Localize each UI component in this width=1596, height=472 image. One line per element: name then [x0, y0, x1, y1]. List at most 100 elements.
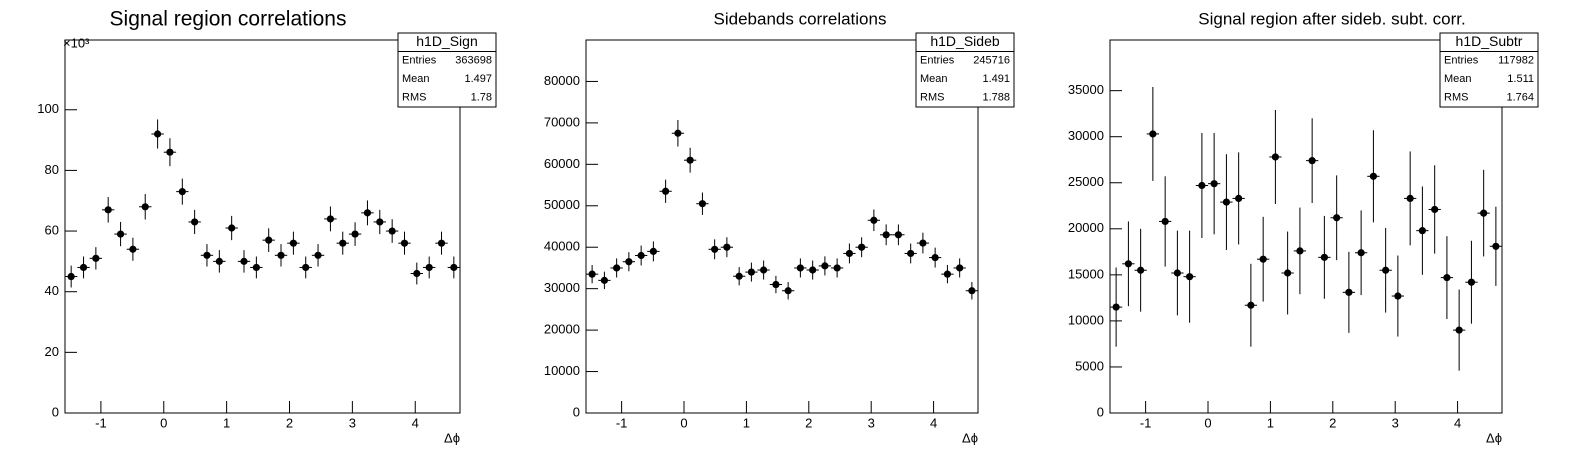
marker [67, 272, 75, 281]
pad: Sidebands correlations010000200003000040… [544, 9, 1015, 445]
stats-label: Entries [402, 55, 437, 67]
marker [1210, 180, 1218, 188]
marker [1112, 303, 1120, 311]
x-tick-label: 1 [223, 415, 230, 430]
marker [1247, 301, 1255, 309]
x-tick-label: 2 [805, 415, 812, 430]
marker [1296, 247, 1304, 255]
stats-label: Entries [1444, 55, 1479, 67]
marker [1235, 194, 1243, 203]
marker [302, 263, 310, 272]
marker [1333, 214, 1341, 222]
marker [1137, 266, 1145, 274]
y-tick-label: 20000 [1068, 220, 1104, 235]
frame [585, 39, 979, 414]
y-tick-label: 0 [52, 404, 59, 419]
marker [1418, 227, 1426, 235]
stats-title: h1D_Sideb [930, 33, 999, 49]
marker [166, 148, 174, 156]
x-tick-label: 2 [286, 415, 293, 430]
y-tick-label: 20 [45, 344, 59, 359]
marker [1455, 326, 1463, 334]
y-tick-label: 60 [45, 222, 59, 237]
marker [1443, 274, 1451, 282]
marker [1161, 217, 1169, 226]
marker [662, 187, 670, 195]
x-tick-label: 4 [930, 415, 937, 430]
y-tick-label: 80 [45, 162, 59, 177]
marker [154, 130, 162, 138]
marker [1198, 181, 1206, 190]
marker [796, 264, 804, 272]
marker [870, 216, 878, 224]
marker [425, 263, 433, 272]
stats-label: RMS [920, 92, 944, 104]
stats-label: RMS [1444, 92, 1468, 104]
y-tick-label: 20000 [544, 322, 580, 337]
x-tick-label: -1 [616, 415, 628, 430]
marker [104, 206, 112, 214]
marker [931, 253, 939, 262]
marker [1394, 292, 1402, 300]
y-tick-label: 60000 [544, 156, 580, 171]
marker [388, 227, 396, 235]
marker [833, 264, 841, 272]
x-tick-label: 0 [160, 415, 167, 430]
marker [772, 280, 780, 289]
marker [400, 239, 409, 247]
marker [1259, 255, 1267, 263]
marker [968, 287, 976, 295]
marker [1320, 253, 1328, 261]
marker [943, 270, 952, 278]
stats-value: 1.764 [1506, 92, 1534, 104]
marker [277, 251, 285, 259]
marker [191, 218, 199, 226]
marker [1357, 249, 1365, 257]
marker [809, 266, 817, 274]
y-tick-label: 80000 [544, 73, 580, 88]
marker [92, 254, 100, 262]
stats-label: Mean [402, 73, 430, 85]
marker [376, 218, 384, 226]
marker [600, 276, 609, 284]
marker [339, 239, 347, 247]
marker [326, 215, 335, 223]
marker [1369, 172, 1378, 180]
x-tick-label: 4 [1454, 415, 1461, 430]
x-tick-label: 2 [1329, 415, 1336, 430]
x-tick-label: 3 [349, 415, 356, 430]
marker [1308, 157, 1316, 165]
marker [363, 209, 372, 217]
marker [1406, 194, 1414, 203]
y-tick-label: 0 [573, 404, 580, 419]
marker [858, 243, 866, 251]
stats-box [1439, 32, 1539, 108]
marker [450, 263, 458, 272]
marker [289, 239, 297, 247]
stats-label: Mean [920, 73, 948, 85]
marker [1271, 153, 1279, 161]
y-tick-label: 15000 [1068, 266, 1104, 281]
x-axis-label: Δϕ [444, 430, 460, 445]
x-axis-label: Δϕ [962, 430, 978, 445]
x-axis-label: Δϕ [1486, 430, 1502, 445]
chart-title: Signal region after sideb. subt. corr. [1198, 9, 1465, 28]
marker [882, 231, 890, 239]
x-tick-label: 0 [680, 415, 687, 430]
marker [1345, 288, 1353, 296]
stats-value: 1.78 [471, 92, 492, 104]
stats-value: 117982 [1498, 55, 1534, 67]
stats-value: 363698 [455, 55, 492, 67]
marker [674, 129, 682, 137]
y-exponent-label: ×10³ [63, 35, 90, 50]
stats-box [397, 32, 497, 108]
marker [437, 239, 446, 247]
marker [613, 264, 621, 272]
y-tick-label: 0 [1097, 404, 1104, 419]
marker [215, 257, 223, 265]
chart-title: Signal region correlations [110, 8, 347, 31]
frame [1109, 39, 1503, 414]
y-tick-label: 40000 [544, 239, 580, 254]
marker [1222, 198, 1231, 206]
marker [711, 245, 719, 253]
